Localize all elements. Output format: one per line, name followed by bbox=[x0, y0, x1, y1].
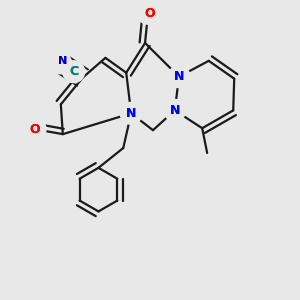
Circle shape bbox=[164, 100, 186, 121]
Text: O: O bbox=[145, 7, 155, 20]
Text: N: N bbox=[169, 104, 180, 117]
Text: O: O bbox=[145, 7, 155, 20]
Text: N: N bbox=[174, 70, 184, 83]
Text: N: N bbox=[58, 56, 67, 66]
Text: O: O bbox=[30, 123, 40, 136]
Circle shape bbox=[63, 61, 85, 82]
Circle shape bbox=[24, 118, 46, 140]
Text: C: C bbox=[69, 65, 78, 78]
Text: N: N bbox=[58, 56, 67, 66]
Text: C: C bbox=[69, 65, 78, 78]
Circle shape bbox=[50, 52, 71, 74]
Text: N: N bbox=[126, 107, 136, 120]
Text: N: N bbox=[126, 107, 136, 120]
Circle shape bbox=[168, 66, 190, 88]
Circle shape bbox=[120, 102, 142, 124]
Circle shape bbox=[137, 2, 159, 24]
Text: N: N bbox=[169, 104, 180, 117]
Text: O: O bbox=[30, 123, 40, 136]
Text: N: N bbox=[174, 70, 184, 83]
